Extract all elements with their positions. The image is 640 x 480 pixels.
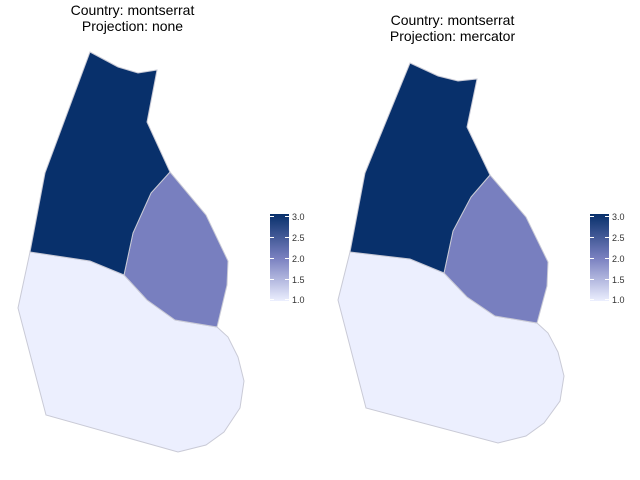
legend-colorbar <box>270 214 289 301</box>
map-svg <box>337 62 565 444</box>
legend-label-2.0: 2.0 <box>292 254 305 264</box>
legend-label-3.0: 3.0 <box>292 212 305 222</box>
panel-title: Country: montserrat Projection: none <box>0 2 265 34</box>
region-north <box>349 62 491 274</box>
legend-label-1.0: 1.0 <box>292 295 305 305</box>
legend-colorbar <box>590 214 609 301</box>
legend-label-2.5: 2.5 <box>612 233 625 243</box>
title-projection: Projection: none <box>81 18 184 34</box>
map-panel-none: Country: montserrat Projection: none 3.0… <box>0 2 305 453</box>
legend-label-2.0: 2.0 <box>612 254 625 264</box>
title-projection: Projection: mercator <box>389 28 516 44</box>
map-panel-mercator: Country: montserrat Projection: mercator… <box>320 0 640 480</box>
title-country: Country: montserrat <box>70 2 195 18</box>
legend-label-1.5: 1.5 <box>612 275 625 285</box>
legend-label-1.0: 1.0 <box>612 295 625 305</box>
legend-label-3.0: 3.0 <box>612 212 625 222</box>
region-north <box>29 51 171 276</box>
legend-label-1.5: 1.5 <box>292 275 305 285</box>
panel-title: Country: montserrat Projection: mercator <box>320 12 585 44</box>
legend-label-2.5: 2.5 <box>292 233 305 243</box>
title-country: Country: montserrat <box>390 12 515 28</box>
map-svg <box>17 51 245 453</box>
